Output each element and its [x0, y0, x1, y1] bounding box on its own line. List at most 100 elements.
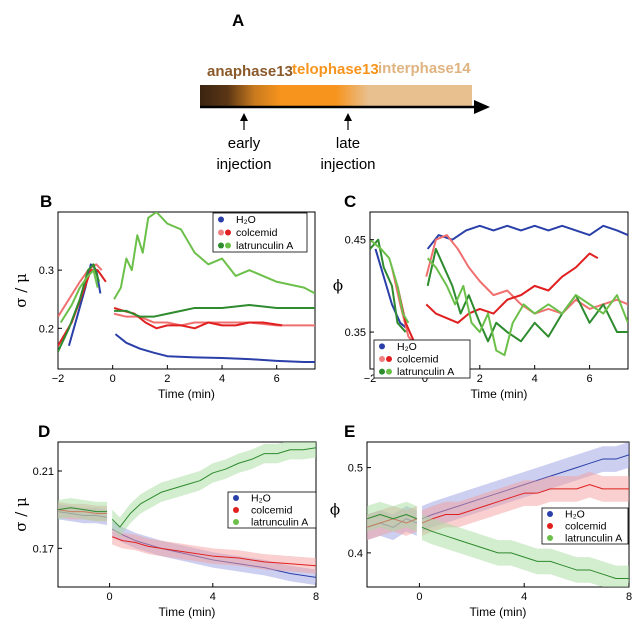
legend-entry-b-0: H₂O	[236, 214, 256, 226]
x-tick-label-e-0: 0	[416, 591, 422, 603]
legend-marker-e-1-0	[547, 523, 553, 529]
phase-label-interphase14: interphase14	[378, 60, 471, 77]
series-line-c-3-1	[426, 247, 628, 343]
x-tick-label-c-2: 2	[477, 373, 483, 385]
series-line-c-3-0	[370, 238, 407, 333]
late-injection-label-2: injection	[320, 156, 375, 173]
plot-area-b	[58, 212, 315, 364]
x-tick-label-d-0: 0	[107, 591, 113, 603]
legend-box-e	[541, 507, 629, 545]
y-axis-label-d: σ / μ	[12, 497, 30, 532]
panel-letter-b: B	[40, 192, 52, 211]
panel-letter-a: A	[232, 11, 244, 30]
series-line-d-1-1	[112, 536, 316, 567]
y-tick-label-e-1: 0.5	[348, 463, 363, 475]
legend-marker-b-0-0	[218, 216, 224, 223]
legend-marker-c-2-1	[386, 368, 392, 375]
x-tick-label-d-2: 8	[313, 591, 319, 603]
series-line-b-3-0	[58, 263, 100, 352]
legend-entry-c-1: colcemid	[397, 354, 439, 366]
x-tick-label-c-4: 6	[587, 373, 593, 385]
series-line-c-4-1	[426, 257, 628, 357]
series-line-b-2-1	[113, 306, 283, 330]
legend-box-d	[227, 491, 317, 529]
x-tick-label-e-2: 8	[626, 591, 632, 603]
y-tick-label-b-1: 0.3	[39, 265, 54, 277]
legend-marker-b-2-1	[225, 242, 231, 249]
legend-entry-b-2: latrunculin A	[236, 240, 293, 252]
early-injection-label-1: early	[228, 135, 261, 152]
legend-entry-c-2: latrunculin A	[397, 366, 454, 378]
x-tick-label-c-3: 4	[532, 373, 538, 385]
series-line-c-2-1	[425, 252, 599, 324]
series-line-b-4-1	[113, 212, 315, 300]
chart-panel-d: D 0 4 8 0.17 0.21 Time (min) σ / μ H₂Ocolcemidla…	[12, 422, 319, 619]
phase-timeline-bar	[200, 85, 472, 107]
series-line-b-3-1	[114, 304, 315, 318]
x-tick-label-b-0: −2	[52, 373, 65, 385]
series-line-d-2-0	[58, 507, 108, 513]
plot-frame-b	[57, 211, 316, 370]
legend-entry-b-1: colcemid	[236, 227, 278, 239]
legend-entry-d-2: latrunculin A	[251, 517, 308, 529]
x-tick-label-b-3: 4	[219, 373, 225, 385]
legend-entry-c-0: H₂O	[397, 341, 417, 353]
x-tick-label-c-0: −2	[364, 373, 377, 385]
legend-entry-d-0: H₂O	[251, 493, 271, 505]
early-injection-marker: early injection	[216, 113, 272, 173]
late-injection-label-1: late	[336, 135, 360, 152]
timeline-arrowhead	[474, 100, 490, 114]
y-tick-label-e-0: 0.4	[348, 548, 363, 560]
early-injection-label-2: injection	[216, 156, 271, 173]
legend-marker-d-1-0	[233, 507, 239, 513]
panel-letter-c: C	[344, 192, 356, 211]
y-tick-label-d-0: 0.17	[33, 543, 54, 555]
x-axis-label-d: Time (min)	[159, 605, 216, 619]
x-tick-label-b-1: 0	[110, 373, 116, 385]
x-axis-label-b: Time (min)	[158, 387, 215, 401]
series-line-b-4-0	[59, 269, 99, 324]
y-tick-label-b-0: 0.2	[39, 323, 54, 335]
x-axis-label-c: Time (min)	[471, 387, 528, 401]
x-tick-label-e-1: 4	[521, 591, 527, 603]
panel-a: A anaphase13 telophase13 interphase14 ea…	[200, 11, 490, 173]
legend-marker-d-0-0	[233, 495, 239, 501]
series-line-c-0-1	[426, 224, 628, 250]
legend-entry-e-0: H₂O	[565, 509, 585, 521]
series-line-d-2-1	[111, 447, 316, 528]
legend-marker-e-2-0	[547, 535, 553, 541]
legend-entry-e-1: colcemid	[565, 521, 607, 533]
series-line-c-4-0	[370, 238, 410, 324]
series-line-c-0-0	[374, 248, 407, 329]
series-line-e-1-1	[421, 484, 629, 524]
phase-label-anaphase13: anaphase13	[207, 63, 293, 80]
chart-panel-c: C −2 0 2 4 6 0.35 0.45 Time (min) ϕ H₂Ocolcemidlat…	[333, 192, 629, 401]
legend-entry-d-1: colcemid	[251, 505, 293, 517]
panel-letter-d: D	[38, 422, 50, 441]
y-tick-label-d-1: 0.21	[33, 466, 54, 478]
plot-frame-c	[369, 211, 629, 370]
plot-area-d	[58, 442, 316, 586]
panel-letter-e: E	[344, 422, 355, 441]
legend-marker-b-2-0	[218, 242, 224, 249]
error-band-e-2-0	[367, 501, 417, 532]
plot-area-e	[367, 442, 629, 587]
error-band-d-2-1	[112, 442, 316, 537]
legend-marker-c-1-1	[386, 356, 392, 362]
legend-entry-e-2: latrunculin A	[565, 533, 622, 545]
series-line-b-0-1	[114, 333, 315, 364]
legend-marker-b-1-0	[218, 229, 224, 236]
x-tick-label-c-1: 0	[422, 373, 428, 385]
phase-label-telophase13: telophase13	[292, 61, 379, 78]
error-band-e-1-1	[422, 471, 629, 536]
late-injection-marker: late injection	[320, 113, 376, 173]
x-tick-label-b-4: 6	[274, 373, 280, 385]
legend-marker-d-2-0	[233, 519, 239, 525]
series-line-e-2-1	[421, 526, 629, 579]
